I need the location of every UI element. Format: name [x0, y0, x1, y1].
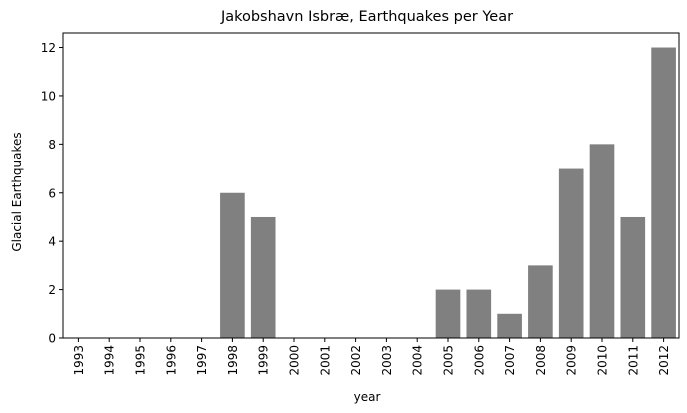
x-tick-label: 1994 — [103, 345, 117, 376]
x-tick-label: 1999 — [257, 345, 271, 376]
bar-1999 — [250, 216, 276, 338]
x-tick-label: 2005 — [442, 345, 456, 376]
x-axis-title: year — [354, 390, 381, 404]
y-axis-ticks: 0 2 4 6 8 10 12 — [41, 41, 63, 346]
bar-2009 — [558, 168, 584, 338]
x-tick-label: 2009 — [565, 345, 579, 376]
x-tick-label: 2006 — [472, 345, 486, 376]
bar-2007 — [497, 313, 522, 338]
chart-title: Jakobshavn Isbræ, Earthquakes per Year — [220, 9, 513, 25]
bar-2012 — [651, 47, 676, 339]
bar-1998 — [220, 192, 245, 338]
plot-frame — [62, 32, 680, 339]
x-tick-label: 2008 — [534, 345, 548, 376]
bar-2006 — [466, 289, 492, 338]
y-tick-label: 0 — [48, 332, 56, 346]
x-tick-label: 2001 — [318, 345, 332, 376]
x-tick-label: 1995 — [134, 345, 148, 376]
x-tick-label: 2012 — [657, 345, 671, 376]
x-tick-label: 1998 — [226, 345, 240, 376]
x-tick-label: 1993 — [72, 345, 86, 376]
bars-layer — [220, 47, 676, 339]
y-tick-label: 10 — [41, 89, 56, 103]
y-tick-label: 8 — [48, 138, 56, 152]
x-tick-label: 2010 — [596, 345, 610, 376]
x-tick-label: 2002 — [349, 345, 363, 376]
y-tick-label: 4 — [48, 235, 56, 249]
x-tick-label: 1996 — [164, 345, 178, 376]
y-tick-label: 6 — [48, 186, 56, 200]
y-tick-label: 12 — [41, 41, 56, 55]
y-tick-label: 2 — [48, 283, 56, 297]
x-tick-label: 1997 — [195, 345, 209, 376]
x-tick-label: 2007 — [503, 345, 517, 376]
bar-2005 — [435, 289, 461, 338]
x-tick-label: 2000 — [288, 345, 302, 376]
x-tick-label: 2004 — [411, 345, 425, 376]
y-axis-title: Glacial Earthquakes — [10, 132, 24, 251]
bar-2010 — [589, 144, 615, 338]
x-tick-label: 2003 — [380, 345, 394, 376]
x-tick-label: 2011 — [626, 345, 640, 376]
bar-2008 — [528, 265, 553, 338]
bar-2011 — [620, 216, 646, 338]
x-axis-ticks: 1993 1994 1995 1996 1997 1998 1999 2000 2001 2002… — [72, 338, 671, 376]
